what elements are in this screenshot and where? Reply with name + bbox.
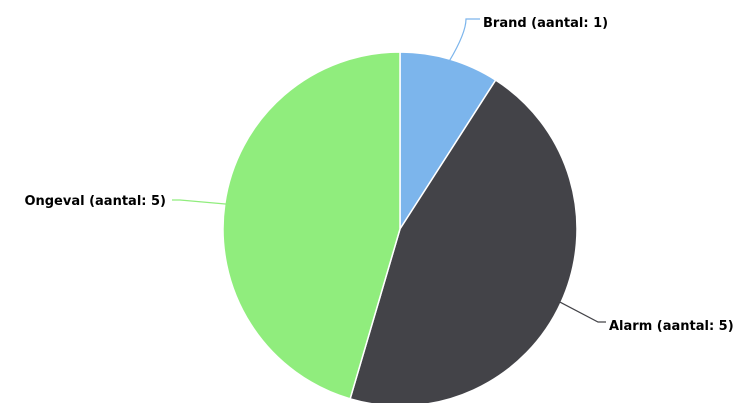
- data-label-alarm: Alarm (aantal: 5): [609, 319, 734, 334]
- data-label-brand: Brand (aantal: 1): [483, 16, 608, 31]
- leader-line-alarm: [558, 301, 606, 323]
- leader-line-ongeval: [172, 199, 227, 205]
- pie-labels: Brand (aantal: 1) Alarm (aantal: 5) Ongeva…: [24, 16, 733, 334]
- leader-line-brand: [448, 18, 480, 62]
- pie-slices: [222, 51, 578, 403]
- pie-leader-lines: [172, 18, 606, 323]
- data-label-ongeval: Ongeval (aantal: 5): [24, 194, 166, 209]
